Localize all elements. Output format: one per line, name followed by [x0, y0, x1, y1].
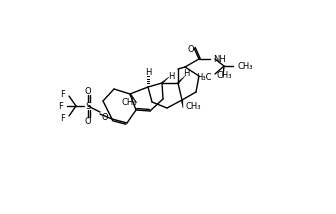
Text: CH₃: CH₃: [185, 102, 201, 111]
Text: F: F: [60, 89, 65, 98]
Text: NH: NH: [213, 55, 226, 64]
Text: O: O: [102, 113, 109, 122]
Text: CH₃: CH₃: [238, 61, 253, 70]
Text: F: F: [58, 101, 63, 110]
Text: H₃C: H₃C: [197, 73, 212, 82]
Text: CH₃: CH₃: [122, 98, 137, 107]
Text: F: F: [60, 113, 65, 122]
Text: O: O: [188, 45, 194, 54]
Text: S: S: [85, 101, 91, 110]
Text: H: H: [145, 67, 151, 76]
Polygon shape: [181, 100, 183, 108]
Text: CH₃: CH₃: [216, 71, 232, 80]
Polygon shape: [177, 76, 185, 83]
Polygon shape: [129, 94, 137, 103]
Text: H: H: [168, 71, 174, 80]
Polygon shape: [162, 77, 169, 84]
Text: O: O: [85, 86, 91, 95]
Text: H: H: [183, 68, 189, 77]
Text: O: O: [85, 116, 91, 125]
